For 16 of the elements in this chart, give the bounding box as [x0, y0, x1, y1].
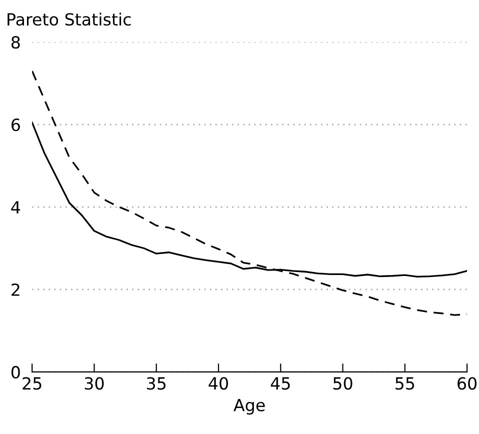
x-tick-label: 60: [458, 377, 477, 390]
y-axis-title: Pareto Statistic: [8, 12, 131, 26]
x-tick-label: 40: [208, 377, 228, 390]
y-tick-label: 2: [12, 283, 20, 296]
y-tick-label: 6: [12, 118, 20, 132]
y-tick-label: 4: [11, 201, 20, 214]
x-tick-label: 55: [396, 377, 414, 390]
y-tick-label: 8: [12, 36, 20, 49]
x-axis-title: Age: [234, 399, 265, 415]
x-tick-label: 50: [333, 377, 352, 390]
x-tick-label: 25: [22, 377, 42, 390]
x-tick-label: 35: [147, 377, 166, 390]
x-tick-label: 45: [270, 377, 290, 390]
x-tick-label: 30: [84, 377, 104, 390]
y-tick-label: 0: [11, 366, 20, 379]
line-series: [32, 70, 468, 316]
